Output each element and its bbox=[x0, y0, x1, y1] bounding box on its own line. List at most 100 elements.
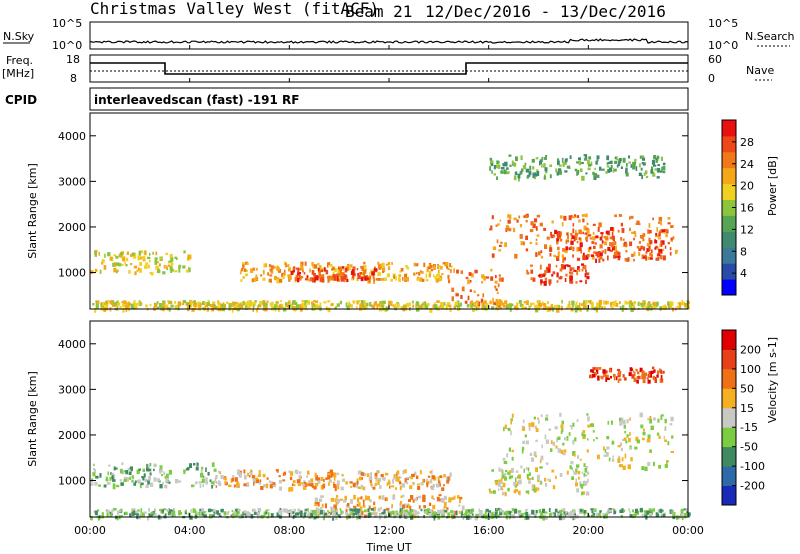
velocity-cell bbox=[487, 510, 492, 513]
power-cell bbox=[598, 304, 602, 308]
power-cell bbox=[564, 162, 567, 165]
power-cell bbox=[607, 255, 609, 261]
velocity-cell bbox=[282, 479, 286, 482]
velocity-cell bbox=[349, 481, 353, 484]
velocity-cell bbox=[356, 497, 360, 503]
velocity-cell bbox=[308, 483, 311, 487]
power-cell bbox=[625, 258, 629, 262]
velocity-cell bbox=[258, 508, 262, 512]
power-cell bbox=[202, 301, 205, 305]
power-cell bbox=[477, 294, 480, 297]
power-cell bbox=[687, 301, 690, 305]
velocity-cell bbox=[517, 475, 520, 479]
velocity-cell bbox=[263, 511, 266, 517]
power-cell bbox=[243, 268, 247, 272]
power-cell bbox=[461, 286, 465, 292]
power-cell bbox=[300, 265, 304, 271]
velocity-cell bbox=[112, 483, 116, 489]
power-cell bbox=[276, 266, 280, 271]
power-cell bbox=[365, 275, 369, 278]
velocity-cell bbox=[360, 511, 364, 516]
power-cell bbox=[263, 263, 266, 268]
power-cell bbox=[254, 300, 257, 303]
velocity-cell bbox=[569, 424, 572, 427]
velocity-cell bbox=[249, 475, 251, 478]
power-cell bbox=[305, 300, 309, 304]
power-cell bbox=[534, 176, 536, 180]
velocity-cell bbox=[350, 485, 353, 488]
power-cell bbox=[327, 262, 331, 265]
velocity-cell bbox=[612, 455, 615, 458]
power-cell bbox=[654, 168, 658, 171]
velocity-cell bbox=[620, 420, 623, 424]
power-cell bbox=[519, 224, 523, 228]
velocity-cell bbox=[621, 457, 624, 462]
velocity-cell bbox=[613, 375, 616, 381]
power-cell bbox=[205, 301, 208, 307]
power-cell bbox=[491, 306, 495, 310]
power-cell bbox=[481, 281, 484, 284]
power-cell bbox=[473, 290, 476, 293]
velocity-cell bbox=[198, 481, 202, 484]
velocity-cell bbox=[166, 473, 169, 479]
velocity-cell bbox=[363, 501, 365, 506]
power-cell bbox=[686, 303, 688, 308]
nsearch-tick-top: 10^5 bbox=[708, 17, 738, 30]
power-cell bbox=[682, 301, 686, 306]
power-cell bbox=[530, 302, 532, 307]
power-cell bbox=[532, 173, 535, 179]
power-cell bbox=[423, 301, 427, 307]
power-cell bbox=[614, 214, 617, 218]
power-cell bbox=[658, 221, 661, 224]
power-cell bbox=[274, 307, 277, 312]
power-cell bbox=[276, 301, 279, 304]
velocity-cell bbox=[429, 479, 433, 484]
velocity-cell bbox=[360, 484, 364, 490]
power-cell bbox=[489, 300, 492, 305]
power-cell bbox=[154, 303, 158, 307]
velocity-cell bbox=[491, 514, 493, 518]
velocity-cell bbox=[564, 437, 566, 441]
velocity-cell bbox=[253, 481, 255, 486]
velocity-cell bbox=[129, 476, 131, 480]
power-cell bbox=[435, 277, 439, 283]
velocity-cell bbox=[640, 424, 644, 429]
velocity-cell bbox=[128, 469, 131, 472]
velocity-cell bbox=[514, 488, 518, 493]
power-cell bbox=[373, 276, 375, 282]
velocity-cell bbox=[657, 370, 659, 375]
power-cell bbox=[115, 262, 120, 266]
velocity-cell bbox=[505, 510, 509, 515]
velocity-cbar-tick-label: 50 bbox=[740, 382, 754, 395]
power-cell bbox=[459, 302, 463, 307]
power-cell bbox=[140, 250, 144, 254]
power-cell bbox=[370, 269, 374, 273]
velocity-cell bbox=[583, 480, 588, 486]
power-cell bbox=[295, 267, 299, 270]
power-cell bbox=[491, 215, 494, 220]
velocity-cell bbox=[412, 499, 415, 503]
power-cell bbox=[379, 263, 383, 268]
power-cell bbox=[447, 267, 450, 271]
power-cell bbox=[451, 287, 455, 292]
power-cell bbox=[311, 301, 314, 305]
velocity-cell bbox=[207, 508, 212, 513]
power-cell bbox=[241, 304, 244, 307]
velocity-cell bbox=[276, 512, 279, 518]
power-cell bbox=[415, 272, 418, 275]
power-cell bbox=[170, 304, 174, 308]
power-cell bbox=[669, 301, 673, 304]
velocity-cell bbox=[213, 480, 216, 484]
velocity-cell bbox=[401, 483, 406, 488]
velocity-cell bbox=[560, 513, 563, 518]
power-cell bbox=[652, 217, 654, 221]
power-cell bbox=[622, 238, 625, 241]
velocity-cell bbox=[605, 374, 609, 379]
velocity-cell bbox=[303, 481, 306, 485]
velocity-cell bbox=[555, 475, 557, 480]
velocity-cell bbox=[308, 480, 312, 483]
power-cell bbox=[341, 266, 345, 269]
power-cell bbox=[591, 255, 595, 260]
power-cell bbox=[183, 250, 186, 254]
velocity-cell bbox=[587, 424, 591, 428]
